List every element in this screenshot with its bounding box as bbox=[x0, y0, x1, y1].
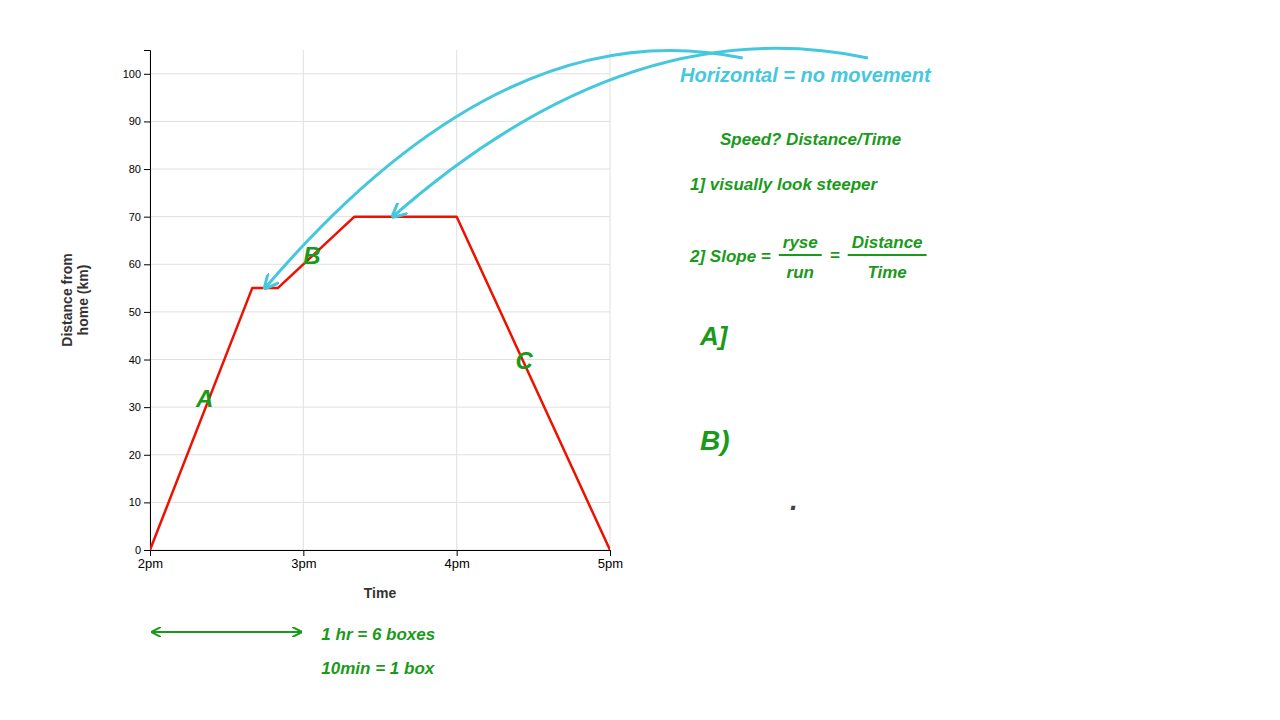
fraction-bar bbox=[848, 254, 927, 256]
annotation: B) bbox=[700, 425, 730, 456]
x-tick-label: 2pm bbox=[138, 556, 163, 571]
y-tick-mark bbox=[144, 312, 150, 313]
y-tick-mark bbox=[144, 217, 150, 218]
fraction-bar bbox=[779, 254, 822, 256]
y-tick: 10 bbox=[129, 496, 150, 508]
y-tick-label: 80 bbox=[129, 163, 141, 175]
y-tick-label: 60 bbox=[129, 258, 141, 270]
y-tick-mark bbox=[144, 360, 150, 361]
grid-line-y bbox=[150, 407, 610, 408]
annotation: 10min = 1 box bbox=[321, 659, 435, 678]
y-axis-title-line: home (km) bbox=[75, 265, 91, 336]
fraction-bottom: run bbox=[787, 263, 814, 282]
x-tick-label: 5pm bbox=[598, 556, 623, 571]
y-tick-mark bbox=[144, 455, 150, 456]
fraction-top: Distance bbox=[852, 233, 923, 252]
y-tick-mark bbox=[144, 169, 150, 170]
x-tick-label: 4pm bbox=[445, 556, 470, 571]
annotations: A B C Horizontal = no movement Speed? Distan… bbox=[152, 48, 932, 678]
grid-line-y bbox=[150, 121, 610, 122]
grid-line-x bbox=[456, 50, 457, 550]
x-tick-mark bbox=[303, 550, 304, 556]
grid-line-y bbox=[150, 169, 610, 170]
x-tick-mark bbox=[610, 550, 611, 556]
y-tick-label: 20 bbox=[129, 449, 141, 461]
x-axis-line bbox=[151, 551, 611, 557]
y-tick: 100 bbox=[123, 68, 150, 80]
y-tick-mark bbox=[144, 74, 150, 75]
x-tick: 3pm bbox=[291, 550, 316, 571]
data-line bbox=[150, 217, 610, 550]
grid-line-y bbox=[150, 502, 610, 503]
y-tick-mark bbox=[144, 264, 150, 265]
segment-label: A bbox=[195, 385, 213, 412]
grid-line-x bbox=[303, 50, 304, 550]
x-tick-label: 3pm bbox=[291, 556, 316, 571]
annotation: A] bbox=[699, 321, 729, 351]
x-axis: 2pm 3pm 4pm 5pm bbox=[138, 550, 623, 571]
grid-line-y bbox=[150, 264, 610, 265]
grid-line-y bbox=[150, 454, 610, 455]
y-tick-label: 90 bbox=[129, 115, 141, 127]
annotation: Horizontal = no movement bbox=[680, 64, 932, 86]
grid-line-y bbox=[150, 359, 610, 360]
y-tick-mark bbox=[144, 550, 150, 551]
grid bbox=[150, 50, 610, 550]
segment-label: C bbox=[515, 347, 533, 374]
y-tick: 90 bbox=[129, 115, 150, 127]
y-tick: 70 bbox=[129, 211, 150, 223]
grid-line-x bbox=[610, 50, 611, 550]
y-axis: 0 10 20 30 40 50 60 70 80 90 100 bbox=[123, 51, 151, 557]
fraction-separator: = bbox=[830, 246, 840, 265]
y-tick-mark bbox=[144, 502, 150, 503]
chart: 2pm 3pm 4pm 5pm 0 10 20 30 40 50 60 70 80 90 100 Time Di… bbox=[0, 0, 1280, 720]
y-tick: 60 bbox=[129, 258, 150, 270]
x-axis-title: Time bbox=[364, 585, 397, 601]
x-tick-mark bbox=[457, 550, 458, 556]
x-tick: 2pm bbox=[138, 550, 163, 571]
span-bracket bbox=[152, 631, 301, 633]
fraction-top: ryse bbox=[783, 233, 818, 252]
y-tick-mark bbox=[144, 407, 150, 408]
y-tick-mark bbox=[144, 121, 150, 122]
y-tick: 0 bbox=[135, 544, 150, 556]
y-tick: 40 bbox=[129, 354, 150, 366]
y-tick-label: 50 bbox=[129, 306, 141, 318]
y-tick: 30 bbox=[129, 401, 150, 413]
fraction-bottom: Time bbox=[867, 263, 906, 282]
y-tick-label: 100 bbox=[123, 68, 141, 80]
x-tick: 5pm bbox=[598, 550, 623, 571]
plot-area bbox=[150, 217, 610, 550]
y-tick-label: 30 bbox=[129, 401, 141, 413]
y-tick-label: 70 bbox=[129, 211, 141, 223]
grid-line-y bbox=[150, 311, 610, 312]
y-tick-label: 40 bbox=[129, 354, 141, 366]
annotation: 2] Slope = bbox=[689, 247, 771, 266]
background bbox=[0, 0, 1280, 720]
annotation: . bbox=[790, 485, 798, 516]
y-tick-label: 0 bbox=[135, 544, 141, 556]
y-axis-title: Distance fromhome (km) bbox=[59, 253, 92, 346]
annotation: 1] visually look steeper bbox=[690, 175, 878, 194]
annotation: Speed? Distance/Time bbox=[720, 130, 901, 149]
y-axis-title-line: Distance from bbox=[59, 253, 75, 346]
segment-label: B bbox=[303, 242, 320, 269]
y-tick: 80 bbox=[129, 163, 150, 175]
annotation: 1 hr = 6 boxes bbox=[321, 625, 435, 644]
y-tick-label: 10 bbox=[129, 496, 141, 508]
annotation-arrow bbox=[265, 50, 743, 288]
x-tick: 4pm bbox=[445, 550, 470, 571]
y-tick: 50 bbox=[129, 306, 150, 318]
y-axis-line bbox=[144, 51, 151, 551]
y-tick: 20 bbox=[129, 449, 150, 461]
